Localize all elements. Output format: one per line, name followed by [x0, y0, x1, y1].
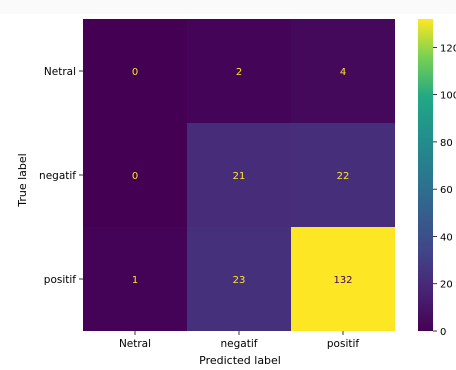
heatmap-cell-labels: 0 2 4 0 21 22 1 23 132	[132, 67, 353, 286]
colorbar: 0 20 40 60 80 100 120	[418, 19, 456, 338]
cell-value-label: 4	[340, 67, 346, 78]
x-axis-ticks: Netral negatif positif	[119, 331, 359, 350]
heatmap-cell	[291, 123, 395, 227]
colorbar-tick-label: 100	[440, 91, 456, 102]
y-tick-label: positif	[44, 274, 77, 286]
colorbar-tick-label: 0	[440, 327, 446, 338]
colorbar-tick-label: 20	[440, 280, 453, 291]
heatmap-cell	[187, 227, 291, 331]
heatmap-cell	[187, 123, 291, 227]
colorbar-tick-label: 80	[440, 138, 453, 149]
x-tick-label: negatif	[221, 338, 258, 350]
y-axis-label: True label	[16, 153, 29, 207]
x-axis-label: Predicted label	[199, 354, 281, 367]
cell-value-label: 23	[233, 275, 246, 286]
y-tick-label: Netral	[44, 66, 76, 78]
heatmap-cells	[83, 19, 395, 331]
heatmap-cell	[187, 19, 291, 123]
colorbar-tick-label: 40	[440, 232, 453, 243]
cell-value-label: 0	[132, 171, 138, 182]
y-tick-label: negatif	[39, 170, 76, 182]
y-axis-ticks: Netral negatif positif	[39, 66, 83, 286]
heatmap-cell	[291, 19, 395, 123]
cell-value-label: 2	[236, 67, 242, 78]
cell-value-label: 1	[132, 275, 138, 286]
notebook-output-strip	[0, 0, 456, 14]
colorbar-gradient	[418, 19, 433, 331]
heatmap-cell	[83, 123, 187, 227]
colorbar-tick-label: 120	[440, 43, 456, 54]
cell-value-label: 22	[337, 171, 350, 182]
heatmap-cell	[83, 19, 187, 123]
colorbar-tick-label: 60	[440, 185, 453, 196]
cell-value-label: 132	[333, 275, 352, 286]
x-tick-label: Netral	[119, 338, 151, 350]
cell-value-label: 21	[233, 171, 246, 182]
x-tick-label: positif	[327, 338, 360, 350]
cell-value-label: 0	[132, 67, 138, 78]
heatmap-cell	[291, 227, 395, 331]
heatmap-cell	[83, 227, 187, 331]
